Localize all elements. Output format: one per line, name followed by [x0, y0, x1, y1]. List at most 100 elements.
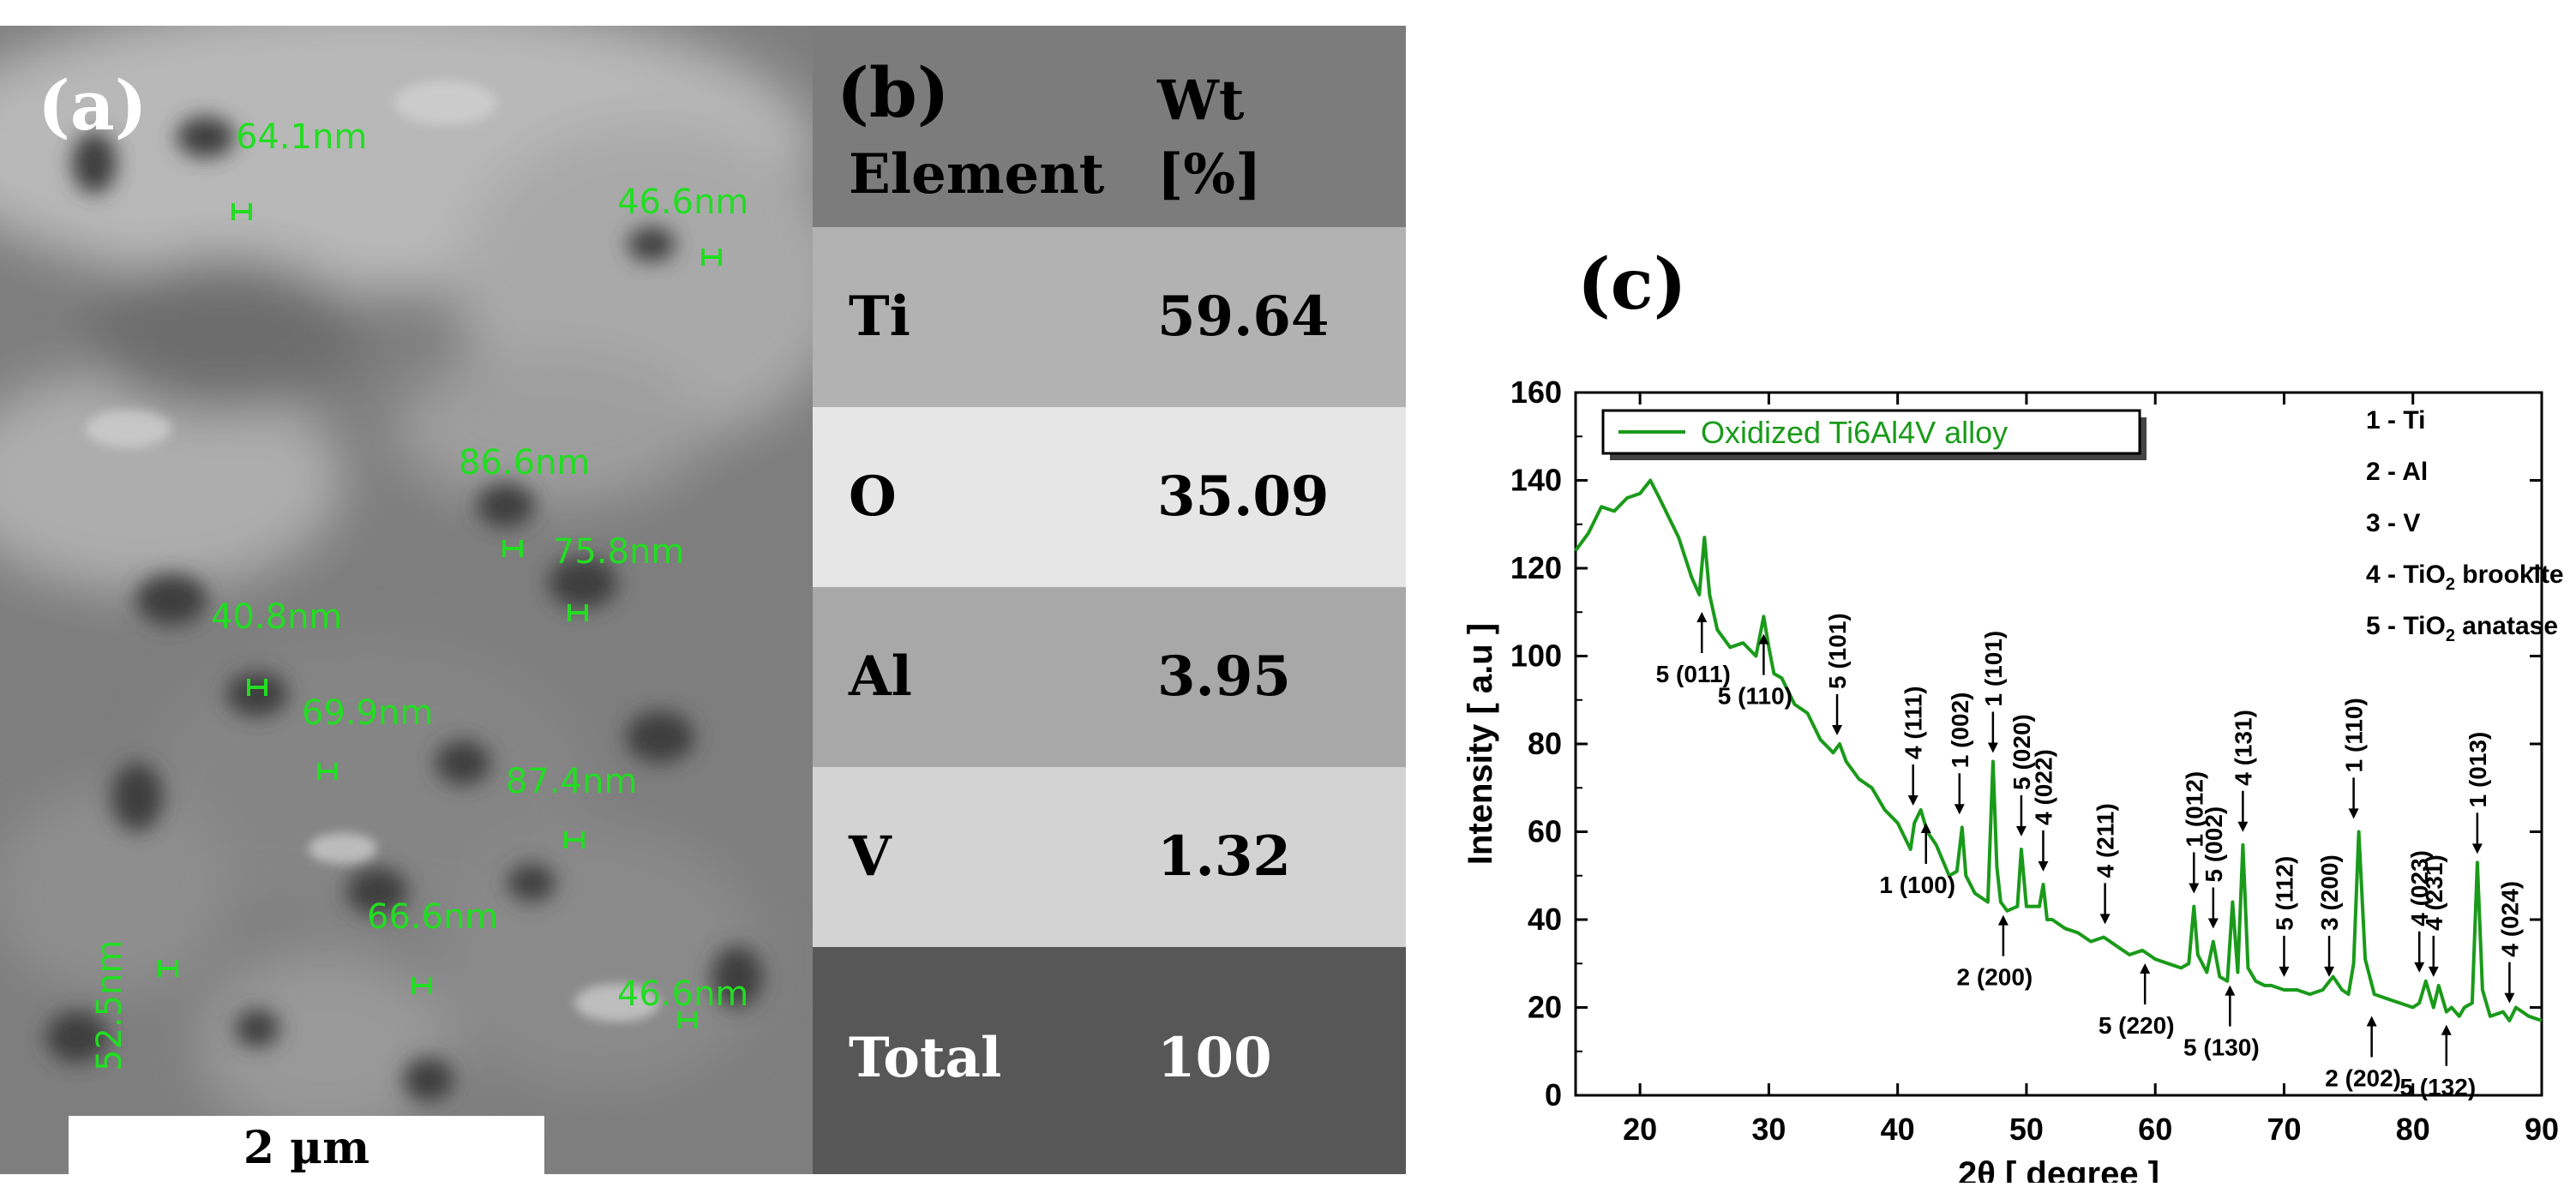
key-entry: 3 - V	[2366, 509, 2420, 537]
element-cell: O	[849, 465, 897, 529]
y-axis-title: Intensity [ a.u ]	[1462, 623, 1499, 865]
peak-label: 5 (110)	[1718, 683, 1792, 710]
measurement-label: 52.5nm	[90, 939, 129, 1071]
key-entry: 2 - Al	[2366, 458, 2428, 486]
peak-arrowhead	[2348, 808, 2359, 819]
x-tick-label: 30	[1751, 1112, 1786, 1147]
peak-label: 1 (100)	[1879, 872, 1955, 898]
peak-arrowhead	[2414, 962, 2425, 973]
value-cell: 3.95	[1157, 644, 1291, 709]
table-row: Al 3.95	[813, 587, 1406, 767]
peak-label: 1 (013)	[2465, 732, 2491, 808]
peak-label: 4 (131)	[2230, 710, 2256, 786]
peak-arrowhead	[1987, 742, 1998, 753]
peak-label: 2 (200)	[1957, 964, 2033, 991]
total-label-cell: Total	[849, 1026, 1002, 1090]
measurement-label: 75.8nm	[553, 532, 685, 572]
peak-arrowhead	[2504, 992, 2515, 1004]
peak-arrowhead	[1696, 612, 1708, 622]
legend-box	[1601, 409, 2141, 455]
table-row: Ti 59.64	[813, 227, 1406, 407]
y-tick-label: 40	[1528, 902, 1562, 937]
sem-image	[0, 26, 813, 1174]
peak-arrowhead	[1954, 804, 1965, 815]
y-tick-label: 100	[1510, 638, 1562, 674]
panel-label-a: (a)	[38, 65, 147, 146]
scale-bar: 2 µm	[69, 1116, 544, 1174]
table-total-row: Total 100	[813, 947, 1406, 1174]
peak-arrowhead	[2015, 825, 2027, 836]
composition-table-panel: (b) Element Wt [%] Ti 59.64 O 35.09 Al 3…	[813, 26, 1406, 1174]
peak-label: 5 (132)	[2399, 1074, 2476, 1100]
legend-label: Oxidized Ti6Al4V alloy	[1701, 415, 2008, 450]
value-cell: 1.32	[1157, 824, 1291, 889]
measurement-label: 46.6nm	[617, 183, 749, 222]
element-column-header: Element	[849, 142, 1105, 207]
measurement-label: 87.4nm	[506, 762, 638, 801]
x-tick-label: 50	[2009, 1112, 2044, 1147]
total-value-cell: 100	[1157, 1026, 1272, 1090]
peak-arrowhead	[2140, 963, 2151, 974]
peak-label: 1 (012)	[2181, 771, 2207, 848]
peak-arrowhead	[2038, 860, 2049, 872]
key-entry: 4 - TiO2 brookite	[2366, 561, 2564, 594]
peak-label: 4 (111)	[1900, 686, 1927, 759]
element-cell: Al	[849, 644, 912, 709]
plot-frame	[1574, 391, 2543, 1097]
peak-arrowhead	[1920, 823, 1931, 833]
peak-arrowhead	[2099, 914, 2111, 925]
key-entry: 1 - Ti	[2366, 406, 2425, 435]
table-header: (b) Element Wt [%]	[813, 26, 1406, 227]
peak-arrowhead	[2324, 966, 2335, 977]
xrd-chart-panel: (c) 20 30 40 50 60 70 80 90 0 20 40 60 80 100 120 140 16…	[1406, 0, 2576, 1187]
y-tick-label: 60	[1528, 814, 1562, 849]
peak-label: 5 (130)	[2183, 1034, 2260, 1061]
peak-arrowhead	[2207, 918, 2219, 929]
peak-label: 4 (023)	[2406, 850, 2433, 926]
peak-label: 1 (002)	[1947, 692, 1973, 769]
x-axis-title: 2θ [ degree ]	[1958, 1155, 2159, 1183]
peak-arrowhead	[2441, 1024, 2452, 1035]
measurement-label: 40.8nm	[211, 597, 343, 637]
measurement-label: 66.6nm	[367, 897, 499, 937]
peak-arrowhead	[2189, 883, 2200, 894]
x-tick-label: 40	[1881, 1112, 1915, 1147]
peak-label: 5 (101)	[1824, 613, 1851, 689]
peak-arrowhead	[1832, 725, 1843, 735]
panel-label-b: (b)	[837, 52, 950, 133]
y-tick-label: 120	[1510, 550, 1562, 585]
y-tick-label: 0	[1545, 1077, 1562, 1112]
peak-label: 4 (211)	[2093, 803, 2119, 878]
peak-arrowhead	[2279, 966, 2290, 977]
table-row: V 1.32	[813, 767, 1406, 947]
x-tick-label: 20	[1623, 1112, 1657, 1147]
peak-arrowhead	[1758, 633, 1769, 644]
measurement-label: 69.9nm	[302, 693, 434, 733]
peak-label: 4 (231)	[2421, 854, 2447, 931]
xrd-chart: (c) 20 30 40 50 60 70 80 90 0 20 40 60 80 100 120 140 16…	[1462, 243, 2564, 1187]
peak-label: 4 (024)	[2496, 881, 2523, 957]
measurement-label: 86.6nm	[459, 443, 591, 483]
xrd-series-line	[1574, 478, 2543, 1022]
value-cell: 59.64	[1157, 285, 1330, 349]
y-tick-label: 140	[1510, 463, 1562, 498]
peak-arrowhead	[2237, 821, 2249, 832]
peak-label: 3 (200)	[2316, 854, 2343, 931]
wt-column-header-line1: Wt	[1157, 69, 1245, 133]
peak-label: 2 (202)	[2325, 1065, 2401, 1092]
peak-label: 5 (112)	[2271, 856, 2297, 931]
peak-label: 5 (220)	[2099, 1012, 2175, 1039]
peak-arrowhead	[2366, 1016, 2377, 1027]
peak-arrowhead	[2225, 985, 2236, 996]
peak-label: 5 (002)	[2201, 806, 2227, 883]
element-cell: Ti	[849, 285, 910, 349]
measurement-label: 64.1nm	[236, 117, 368, 157]
x-tick-label: 70	[2267, 1112, 2301, 1147]
panel-label-c: (c)	[1577, 243, 1687, 326]
y-tick-label: 160	[1510, 375, 1562, 410]
x-tick-label: 90	[2525, 1112, 2559, 1147]
peak-label: 5 (020)	[2009, 714, 2035, 790]
measurement-label: 46.6nm	[617, 974, 749, 1014]
x-tick-label: 80	[2396, 1112, 2430, 1147]
value-cell: 35.09	[1157, 465, 1330, 529]
